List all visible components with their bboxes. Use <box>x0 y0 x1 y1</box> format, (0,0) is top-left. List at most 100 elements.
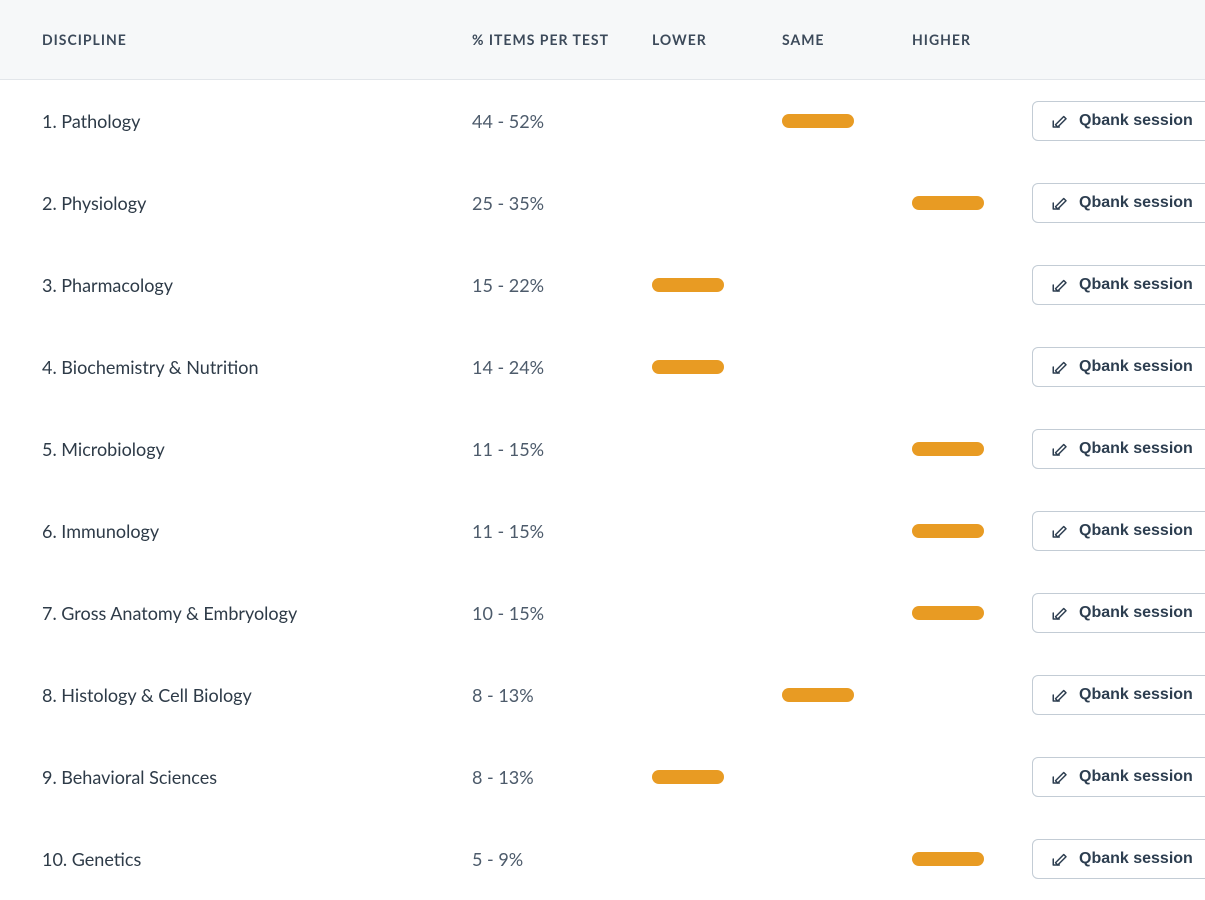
level-lower-cell <box>652 852 782 866</box>
level-same-cell <box>782 360 912 374</box>
stethoscope-icon <box>1051 358 1069 376</box>
discipline-name: 8. Histology & Cell Biology <box>42 684 472 706</box>
qbank-session-label: Qbank session <box>1079 194 1193 212</box>
level-lower-cell <box>652 524 782 538</box>
table-row: 9. Behavioral Sciences8 - 13% Qbank sess… <box>0 736 1205 818</box>
items-per-test: 15 - 22% <box>472 274 652 296</box>
qbank-session-label: Qbank session <box>1079 112 1193 130</box>
level-higher-cell <box>912 852 1032 866</box>
table-header: DISCIPLINE % ITEMS PER TEST LOWER SAME H… <box>0 0 1205 80</box>
level-indicator <box>912 442 984 456</box>
stethoscope-icon <box>1051 112 1069 130</box>
level-lower-cell <box>652 688 782 702</box>
items-per-test: 8 - 13% <box>472 684 652 706</box>
level-lower-cell <box>652 442 782 456</box>
level-indicator <box>912 606 984 620</box>
level-higher-cell <box>912 442 1032 456</box>
qbank-session-button[interactable]: Qbank session <box>1032 347 1205 387</box>
items-per-test: 25 - 35% <box>472 192 652 214</box>
qbank-session-button[interactable]: Qbank session <box>1032 593 1205 633</box>
stethoscope-icon <box>1051 850 1069 868</box>
level-same-cell <box>782 852 912 866</box>
table-row: 1. Pathology44 - 52% Qbank session <box>0 80 1205 162</box>
table-row: 3. Pharmacology15 - 22% Qbank session <box>0 244 1205 326</box>
col-header-items-per-test: % ITEMS PER TEST <box>472 31 652 48</box>
level-higher-cell <box>912 688 1032 702</box>
action-cell: Qbank session <box>1032 675 1205 715</box>
qbank-session-label: Qbank session <box>1079 604 1193 622</box>
level-higher-cell <box>912 278 1032 292</box>
stethoscope-icon <box>1051 194 1069 212</box>
level-indicator <box>912 524 984 538</box>
discipline-table: DISCIPLINE % ITEMS PER TEST LOWER SAME H… <box>0 0 1205 900</box>
stethoscope-icon <box>1051 768 1069 786</box>
stethoscope-icon <box>1051 522 1069 540</box>
table-row: 5. Microbiology11 - 15% Qbank session <box>0 408 1205 490</box>
qbank-session-button[interactable]: Qbank session <box>1032 101 1205 141</box>
table-row: 10. Genetics5 - 9% Qbank session <box>0 818 1205 900</box>
action-cell: Qbank session <box>1032 183 1205 223</box>
items-per-test: 8 - 13% <box>472 766 652 788</box>
qbank-session-button[interactable]: Qbank session <box>1032 429 1205 469</box>
action-cell: Qbank session <box>1032 593 1205 633</box>
level-same-cell <box>782 442 912 456</box>
qbank-session-button[interactable]: Qbank session <box>1032 511 1205 551</box>
stethoscope-icon <box>1051 440 1069 458</box>
level-indicator <box>652 770 724 784</box>
action-cell: Qbank session <box>1032 429 1205 469</box>
qbank-session-button[interactable]: Qbank session <box>1032 183 1205 223</box>
col-header-discipline: DISCIPLINE <box>42 31 472 48</box>
items-per-test: 44 - 52% <box>472 110 652 132</box>
level-higher-cell <box>912 606 1032 620</box>
level-higher-cell <box>912 196 1032 210</box>
level-indicator <box>912 852 984 866</box>
action-cell: Qbank session <box>1032 101 1205 141</box>
level-same-cell <box>782 688 912 702</box>
level-higher-cell <box>912 524 1032 538</box>
action-cell: Qbank session <box>1032 347 1205 387</box>
level-same-cell <box>782 278 912 292</box>
discipline-name: 9. Behavioral Sciences <box>42 766 472 788</box>
table-row: 8. Histology & Cell Biology8 - 13% Qbank… <box>0 654 1205 736</box>
discipline-name: 3. Pharmacology <box>42 274 472 296</box>
qbank-session-label: Qbank session <box>1079 686 1193 704</box>
level-higher-cell <box>912 114 1032 128</box>
level-lower-cell <box>652 770 782 784</box>
level-higher-cell <box>912 360 1032 374</box>
level-same-cell <box>782 606 912 620</box>
col-header-same: SAME <box>782 31 912 48</box>
table-row: 7. Gross Anatomy & Embryology10 - 15% Qb… <box>0 572 1205 654</box>
level-same-cell <box>782 114 912 128</box>
discipline-name: 4. Biochemistry & Nutrition <box>42 356 472 378</box>
qbank-session-label: Qbank session <box>1079 522 1193 540</box>
stethoscope-icon <box>1051 276 1069 294</box>
qbank-session-button[interactable]: Qbank session <box>1032 675 1205 715</box>
items-per-test: 11 - 15% <box>472 438 652 460</box>
discipline-name: 1. Pathology <box>42 110 472 132</box>
qbank-session-label: Qbank session <box>1079 276 1193 294</box>
qbank-session-button[interactable]: Qbank session <box>1032 265 1205 305</box>
level-lower-cell <box>652 196 782 210</box>
qbank-session-button[interactable]: Qbank session <box>1032 757 1205 797</box>
discipline-name: 10. Genetics <box>42 848 472 870</box>
qbank-session-button[interactable]: Qbank session <box>1032 839 1205 879</box>
table-body: 1. Pathology44 - 52% Qbank session 2. Phy… <box>0 80 1205 900</box>
action-cell: Qbank session <box>1032 757 1205 797</box>
items-per-test: 10 - 15% <box>472 602 652 624</box>
action-cell: Qbank session <box>1032 839 1205 879</box>
items-per-test: 11 - 15% <box>472 520 652 542</box>
discipline-name: 6. Immunology <box>42 520 472 542</box>
qbank-session-label: Qbank session <box>1079 850 1193 868</box>
items-per-test: 14 - 24% <box>472 356 652 378</box>
table-row: 6. Immunology11 - 15% Qbank session <box>0 490 1205 572</box>
discipline-name: 5. Microbiology <box>42 438 472 460</box>
qbank-session-label: Qbank session <box>1079 768 1193 786</box>
discipline-name: 2. Physiology <box>42 192 472 214</box>
action-cell: Qbank session <box>1032 511 1205 551</box>
level-same-cell <box>782 196 912 210</box>
level-indicator <box>652 278 724 292</box>
level-same-cell <box>782 524 912 538</box>
level-lower-cell <box>652 114 782 128</box>
table-row: 4. Biochemistry & Nutrition14 - 24% Qban… <box>0 326 1205 408</box>
col-header-higher: HIGHER <box>912 31 1032 48</box>
